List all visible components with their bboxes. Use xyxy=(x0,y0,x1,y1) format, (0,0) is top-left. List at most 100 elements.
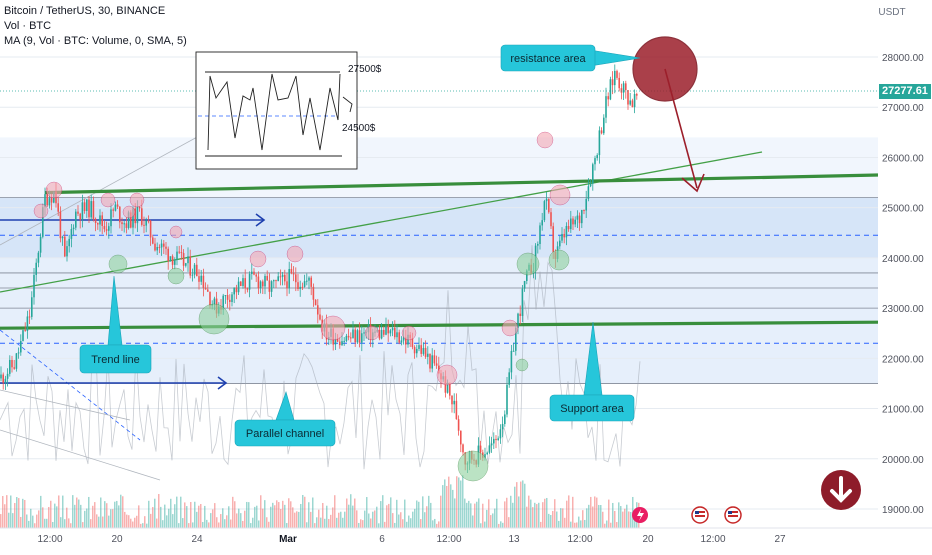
volume-bar xyxy=(314,523,316,528)
volume-bar xyxy=(26,514,28,528)
candle-body xyxy=(193,264,196,275)
candle-body xyxy=(110,209,112,227)
volume-bar xyxy=(458,477,460,528)
candle-body xyxy=(490,443,493,446)
volume-bar xyxy=(108,515,110,528)
candle-body xyxy=(248,273,251,290)
volume-bar xyxy=(298,511,300,528)
candle-body xyxy=(319,314,321,320)
candle-body xyxy=(354,329,356,343)
candle-body xyxy=(28,316,31,318)
volume-bar xyxy=(126,514,128,528)
volume-bar xyxy=(470,503,472,528)
volume-bar xyxy=(36,514,38,528)
volume-bar xyxy=(252,517,254,528)
candle-body xyxy=(6,373,9,379)
candle-body xyxy=(567,226,570,230)
volume-bar xyxy=(454,498,456,528)
volume-bar xyxy=(232,496,234,528)
volume-bar xyxy=(116,500,118,528)
candle-body xyxy=(295,274,297,283)
candle-body xyxy=(389,330,392,334)
resistance-touch-circle xyxy=(286,245,304,263)
candle-body xyxy=(114,204,117,211)
candle-body xyxy=(411,338,414,348)
volume-bar xyxy=(72,495,74,528)
resistance-touch-circle xyxy=(45,181,63,199)
candle-body xyxy=(207,289,209,292)
volume-bar xyxy=(618,502,620,528)
volume-bar xyxy=(586,508,588,528)
channel-arrow-upper-head xyxy=(255,213,266,227)
candle-body xyxy=(270,281,273,292)
volume-bar xyxy=(122,496,124,528)
y-tick-label: 24000.00 xyxy=(882,254,924,265)
volume-bar xyxy=(58,495,60,528)
ascending-trend-line xyxy=(0,151,763,293)
volume-bar xyxy=(382,495,384,528)
candle-body xyxy=(290,268,293,274)
candle-body xyxy=(125,223,128,228)
volume-bar xyxy=(528,495,530,528)
candle-body xyxy=(605,96,607,118)
volume-bar xyxy=(542,502,544,528)
volume-bar xyxy=(248,502,250,528)
volume-bar xyxy=(350,494,352,528)
volume-bar xyxy=(450,484,452,528)
y-tick-label: 21000.00 xyxy=(882,405,924,416)
volume-bar xyxy=(12,513,14,528)
volume-bar xyxy=(88,496,90,528)
volume-bar xyxy=(114,501,116,528)
candle-body xyxy=(257,276,260,289)
candle-body xyxy=(625,83,627,91)
volume-bar xyxy=(354,498,356,528)
candle-body xyxy=(488,445,491,453)
volume-bar xyxy=(322,502,324,528)
volume-bar xyxy=(78,499,80,528)
volume-bar xyxy=(66,507,68,528)
volume-bar xyxy=(476,501,478,528)
volume-bar xyxy=(4,504,6,528)
volume-bar xyxy=(572,496,574,528)
candle-body xyxy=(391,327,394,331)
volume-bar xyxy=(492,513,494,528)
volume-bar xyxy=(110,509,112,528)
candle-body xyxy=(15,353,18,369)
volume-bar xyxy=(190,502,192,528)
candle-body xyxy=(174,259,176,265)
volume-bar xyxy=(546,497,548,528)
us-flag-canton xyxy=(728,511,732,514)
candle-body xyxy=(363,332,365,334)
y-tick-label: 22000.00 xyxy=(882,354,924,365)
volume-bar xyxy=(196,511,198,528)
candle-body xyxy=(178,251,180,253)
candle-body xyxy=(167,248,169,261)
candle-body xyxy=(484,454,486,458)
candle-body xyxy=(57,203,59,212)
y-tick-label: 25000.00 xyxy=(882,204,924,215)
volume-bar xyxy=(212,509,214,528)
volume-bar xyxy=(534,502,536,528)
volume-bar xyxy=(240,513,242,528)
volume-bar xyxy=(324,518,326,528)
volume-bar xyxy=(504,501,506,528)
volume-bar xyxy=(490,515,492,528)
candle-body xyxy=(420,345,422,354)
volume-bar xyxy=(234,501,236,528)
volume-bar xyxy=(10,495,12,528)
candle-body xyxy=(308,277,310,281)
volume-bar xyxy=(138,505,140,528)
resistance-callout: resistance area xyxy=(500,44,641,72)
candle-body xyxy=(31,297,33,317)
volume-bar xyxy=(452,489,454,528)
inset-sketch: 27500$ 24500$ xyxy=(195,51,382,170)
volume-bar xyxy=(366,497,368,528)
volume-bar xyxy=(472,515,474,528)
volume-bar xyxy=(42,507,44,528)
volume-bar xyxy=(554,499,556,528)
volume-bar xyxy=(160,506,162,528)
volume-bar xyxy=(370,518,372,528)
volume-bar xyxy=(516,482,518,528)
support-touch-circle xyxy=(515,358,529,372)
